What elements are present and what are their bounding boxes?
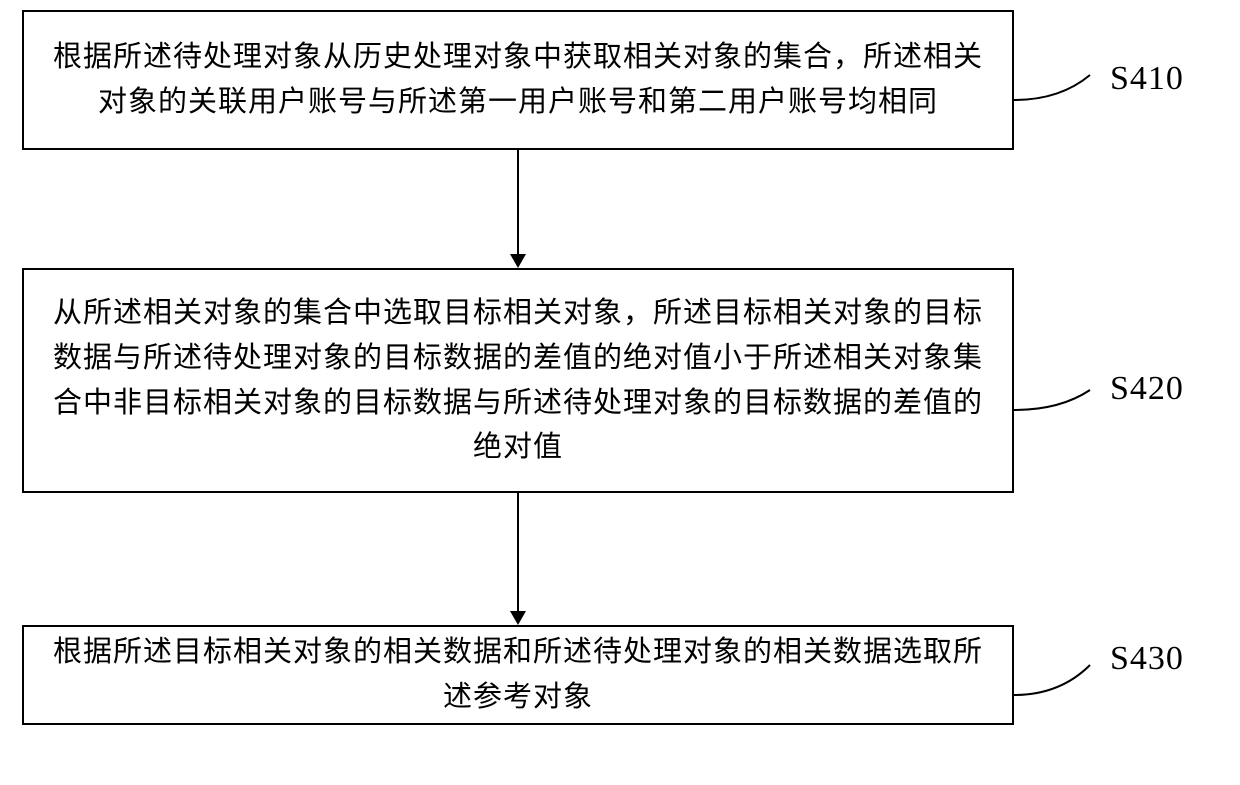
flow-node-s420-text: 从所述相关对象的集合中选取目标相关对象，所述目标相关对象的目标数据与所述待处理对… [46,291,990,471]
edge-s410-s420-line [517,150,519,254]
flowchart-container: 根据所述待处理对象从历史处理对象中获取相关对象的集合，所述相关对象的关联用户账号… [0,0,1240,785]
step-label-s430: S430 [1110,640,1184,678]
edge-s410-s420-arrow [510,254,526,268]
step-label-s410: S410 [1110,60,1184,98]
flow-node-s410-text: 根据所述待处理对象从历史处理对象中获取相关对象的集合，所述相关对象的关联用户账号… [46,35,990,125]
edge-s420-s430-line [517,493,519,611]
flow-node-s420: 从所述相关对象的集合中选取目标相关对象，所述目标相关对象的目标数据与所述待处理对… [22,268,1014,493]
flow-node-s430: 根据所述目标相关对象的相关数据和所述待处理对象的相关数据选取所述参考对象 [22,625,1014,725]
flow-node-s410: 根据所述待处理对象从历史处理对象中获取相关对象的集合，所述相关对象的关联用户账号… [22,10,1014,150]
step-label-s420: S420 [1110,370,1184,408]
flow-node-s430-text: 根据所述目标相关对象的相关数据和所述待处理对象的相关数据选取所述参考对象 [46,630,990,720]
edge-s420-s430-arrow [510,611,526,625]
